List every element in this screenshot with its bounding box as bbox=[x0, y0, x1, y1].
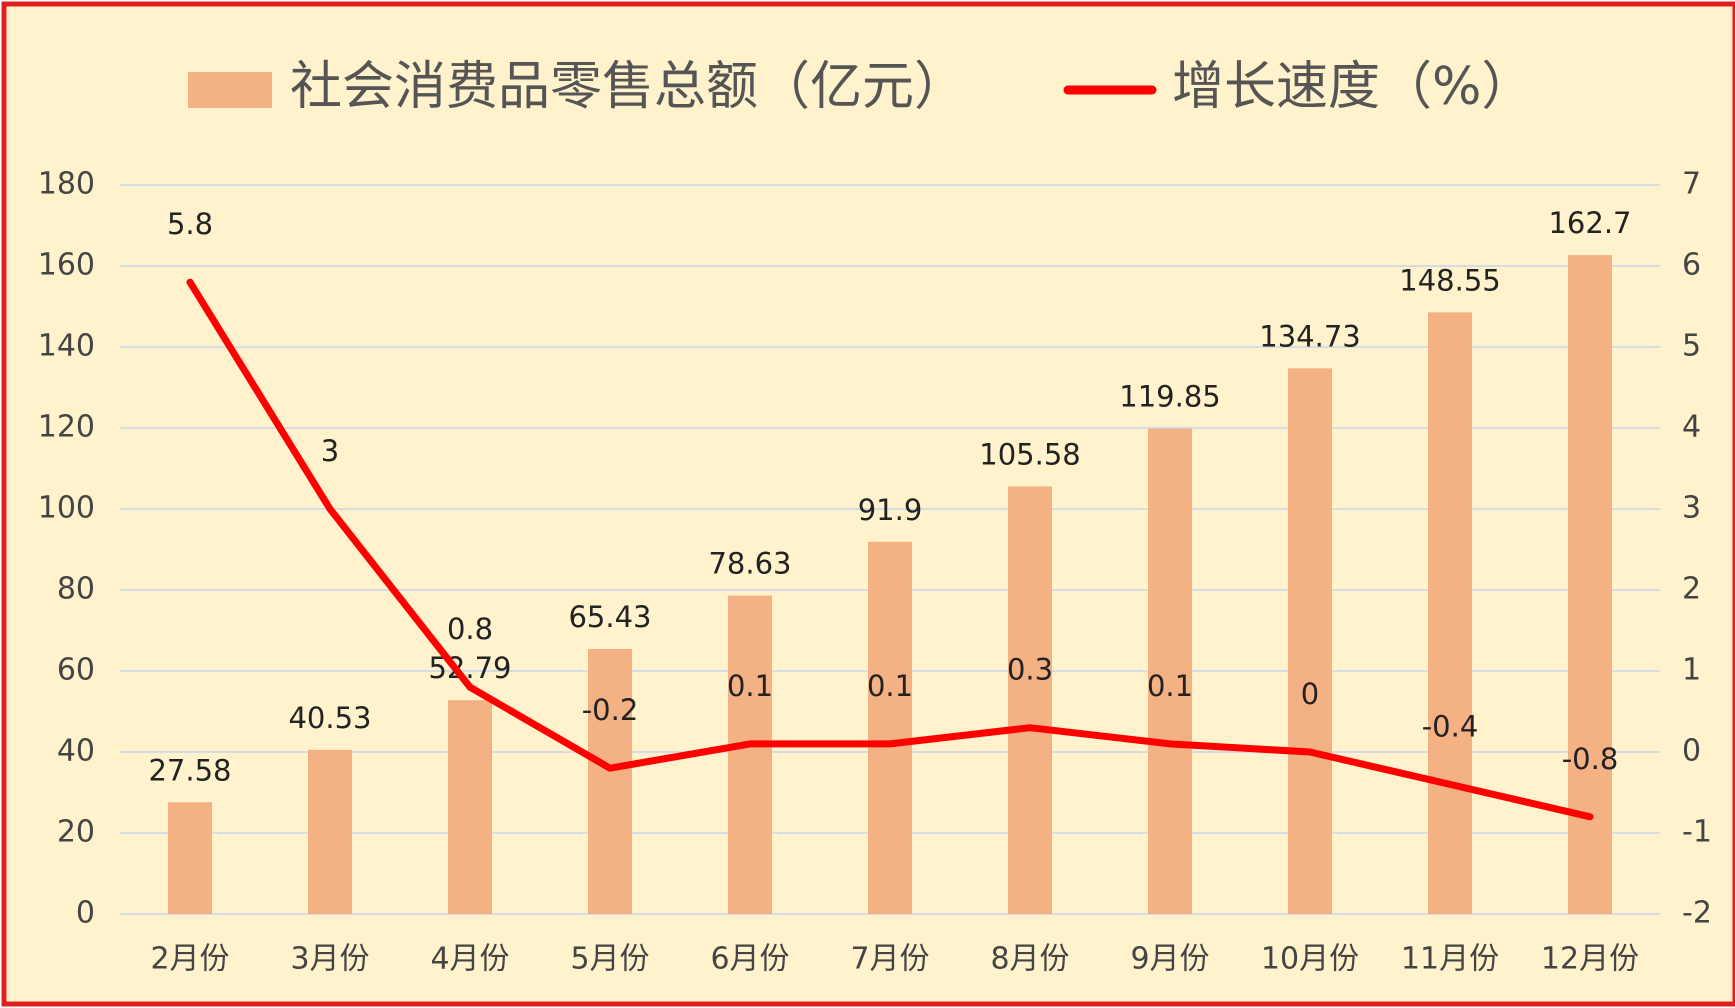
y-tick-label: 60 bbox=[57, 653, 95, 688]
x-tick-label: 3月份 bbox=[290, 942, 369, 977]
bar-value-label: 162.7 bbox=[1548, 206, 1631, 240]
y2-tick-label: 6 bbox=[1682, 248, 1701, 283]
bar-value-label: 27.58 bbox=[148, 753, 231, 787]
x-tick-label: 2月份 bbox=[150, 942, 229, 977]
line-value-label: -0.2 bbox=[582, 693, 639, 727]
y-tick-label: 40 bbox=[57, 734, 95, 769]
line-value-label: 0.8 bbox=[447, 612, 493, 646]
y-tick-label: 80 bbox=[57, 572, 95, 607]
y-tick-label: 20 bbox=[57, 815, 95, 850]
line-value-label: 0.1 bbox=[1147, 669, 1193, 703]
bar bbox=[448, 700, 492, 914]
bar bbox=[308, 749, 352, 914]
y-tick-label: 140 bbox=[38, 329, 95, 364]
y2-tick-label: 0 bbox=[1682, 734, 1701, 769]
line-value-label: 5.8 bbox=[167, 207, 213, 241]
line-value-label: 0.1 bbox=[867, 669, 913, 703]
bar bbox=[868, 541, 912, 914]
bar bbox=[1148, 428, 1192, 914]
legend-label: 增长速度（%） bbox=[1172, 57, 1533, 117]
bar bbox=[168, 802, 212, 914]
x-tick-label: 11月份 bbox=[1401, 942, 1499, 977]
y-tick-label: 180 bbox=[38, 167, 95, 202]
bar-value-label: 148.55 bbox=[1399, 263, 1500, 297]
y2-tick-label: 4 bbox=[1682, 410, 1701, 445]
y2-tick-label: -1 bbox=[1682, 815, 1712, 850]
bar-value-label: 52.79 bbox=[428, 651, 511, 685]
y-tick-label: 160 bbox=[38, 248, 95, 283]
x-tick-label: 5月份 bbox=[570, 942, 649, 977]
x-tick-label: 4月份 bbox=[430, 942, 509, 977]
bar-value-label: 65.43 bbox=[568, 600, 651, 634]
line-value-label: -0.8 bbox=[1562, 742, 1619, 776]
bar-value-label: 134.73 bbox=[1259, 319, 1360, 353]
y2-tick-label: -2 bbox=[1682, 896, 1712, 931]
bar-value-label: 105.58 bbox=[979, 437, 1080, 471]
bar bbox=[1288, 368, 1332, 914]
bar-value-label: 91.9 bbox=[858, 493, 923, 527]
y-tick-label: 120 bbox=[38, 410, 95, 445]
bar-value-label: 119.85 bbox=[1119, 380, 1220, 414]
y2-tick-label: 3 bbox=[1682, 491, 1701, 526]
line-value-label: 0.1 bbox=[727, 669, 773, 703]
y-tick-label: 100 bbox=[38, 491, 95, 526]
bar-value-label: 40.53 bbox=[288, 701, 371, 735]
y2-tick-label: 5 bbox=[1682, 329, 1701, 364]
x-tick-label: 7月份 bbox=[850, 942, 929, 977]
legend-swatch bbox=[188, 72, 272, 108]
y2-tick-label: 7 bbox=[1682, 167, 1701, 202]
line-value-label: 0 bbox=[1301, 677, 1319, 711]
line-value-label: 3 bbox=[321, 434, 339, 468]
y-tick-label: 0 bbox=[76, 896, 95, 931]
bar-value-label: 78.63 bbox=[708, 547, 791, 581]
line-value-label: -0.4 bbox=[1422, 709, 1479, 743]
bar bbox=[1568, 255, 1612, 914]
legend-label: 社会消费品零售总额（亿元） bbox=[290, 57, 966, 117]
bar bbox=[728, 595, 772, 914]
y2-tick-label: 2 bbox=[1682, 572, 1701, 607]
x-tick-label: 8月份 bbox=[990, 942, 1069, 977]
line-series bbox=[186, 278, 1594, 821]
x-tick-label: 9月份 bbox=[1130, 942, 1209, 977]
bar bbox=[1428, 312, 1472, 914]
bar bbox=[1008, 486, 1052, 914]
x-tick-label: 12月份 bbox=[1541, 942, 1639, 977]
x-tick-label: 10月份 bbox=[1261, 942, 1359, 977]
bar bbox=[588, 649, 632, 914]
x-tick-label: 6月份 bbox=[710, 942, 789, 977]
y2-tick-label: 1 bbox=[1682, 653, 1701, 688]
line-value-label: 0.3 bbox=[1007, 653, 1053, 687]
